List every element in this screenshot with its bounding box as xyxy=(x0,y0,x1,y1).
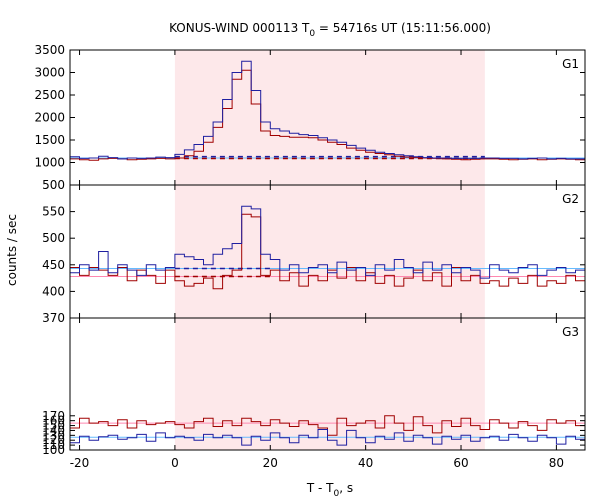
panel-label: G2 xyxy=(562,192,579,206)
x-tick-label: 60 xyxy=(453,456,468,470)
y-tick-label: 120 xyxy=(42,433,65,447)
x-tick-label: 80 xyxy=(549,456,564,470)
x-tick-label: -20 xyxy=(70,456,90,470)
panel-label: G1 xyxy=(562,57,579,71)
y-tick-label: 110 xyxy=(42,438,65,452)
y-tick-label: 1500 xyxy=(34,133,65,147)
series-blue xyxy=(70,205,585,279)
y-tick-label: 2500 xyxy=(34,88,65,102)
y-tick-label: 500 xyxy=(42,231,65,245)
series-blue xyxy=(70,429,585,446)
plot-area xyxy=(70,415,585,446)
x-tick-label: 0 xyxy=(171,456,179,470)
series-red xyxy=(70,213,585,290)
plot-area xyxy=(70,205,585,290)
series-red xyxy=(70,69,585,161)
y-tick-label: 100 xyxy=(42,443,65,457)
y-tick-label: 1000 xyxy=(34,156,65,170)
y-tick-label: 2000 xyxy=(34,111,65,125)
x-axis-label: T - T0, s xyxy=(306,481,353,499)
y-axis-label: counts / sec xyxy=(5,214,19,286)
plot-area xyxy=(70,60,585,161)
y-tick-label: 3500 xyxy=(34,43,65,57)
panel-label: G3 xyxy=(562,325,579,339)
y-tick-label: 140 xyxy=(42,423,65,437)
y-tick-label: 370 xyxy=(42,311,65,325)
shaded-interval xyxy=(174,50,485,185)
shaded-interval xyxy=(174,185,485,318)
y-tick-label: 130 xyxy=(42,428,65,442)
x-tick-label: 20 xyxy=(263,456,278,470)
x-tick-label: 40 xyxy=(358,456,373,470)
y-tick-label: 550 xyxy=(42,205,65,219)
panel-g2: 400 450 500 550 G2 xyxy=(42,184,586,319)
panel-g1: 500 1000 1500 2000 2500 3000 3500 G1 xyxy=(34,43,586,192)
y-tick-label: 170 xyxy=(42,409,65,423)
panels: 500100015002000250030003500G140045050055… xyxy=(34,43,586,470)
y-tick-label: 450 xyxy=(42,258,65,272)
shaded-interval xyxy=(174,318,485,450)
y-tick-label: 160 xyxy=(42,414,65,428)
y-tick-label: 3000 xyxy=(34,66,65,80)
y-tick-label: 500 xyxy=(42,178,65,192)
y-tick-label: 400 xyxy=(42,284,65,298)
y-tick-label: 150 xyxy=(42,419,65,433)
chart-title: KONUS-WIND 000113 T0 = 54716s UT (15:11:… xyxy=(169,21,491,39)
panel-frame xyxy=(69,317,586,451)
series-blue xyxy=(70,60,585,160)
